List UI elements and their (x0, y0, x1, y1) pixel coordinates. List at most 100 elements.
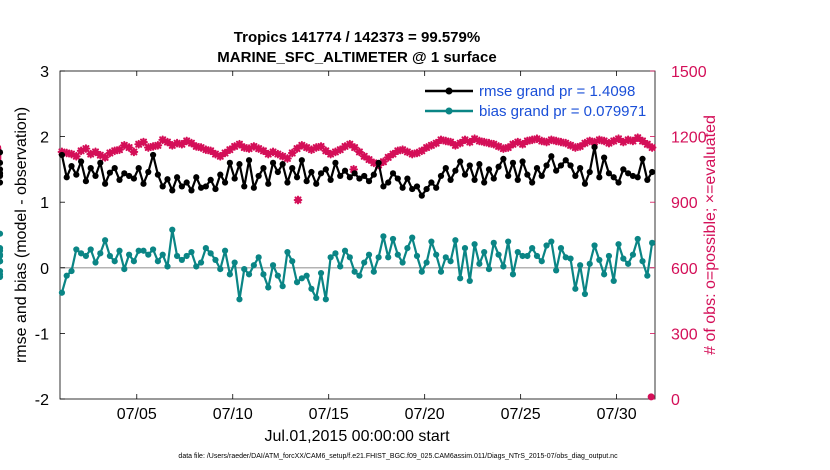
rmse-point (356, 175, 363, 182)
rmse-point (567, 162, 574, 169)
rmse-point (413, 183, 421, 190)
x-tick-label: 07/10 (213, 406, 253, 423)
footnote: data file: /Users/raeder/DAI/ATM_forcXX/… (178, 453, 618, 460)
rmse-point (202, 183, 209, 190)
bias-point (409, 234, 416, 241)
rmse-point (197, 184, 205, 191)
bias-point (346, 254, 353, 261)
obs-count-marker (81, 144, 91, 153)
rmse-point (649, 168, 656, 176)
rmse-point (409, 185, 416, 193)
rmse-point (332, 159, 339, 166)
rmse-point (437, 172, 445, 180)
rmse-point (0, 159, 4, 166)
obs-count-marker (359, 151, 369, 161)
rmse-point (125, 172, 133, 180)
bias-point (533, 252, 541, 260)
y2-tick-label: 600 (671, 261, 698, 278)
bias-point (0, 245, 4, 252)
obs-count-marker (139, 137, 148, 147)
bias-point (92, 259, 99, 266)
bias-point (169, 226, 176, 233)
bias-point (121, 266, 128, 273)
rmse-point (102, 180, 109, 187)
rmse-point (581, 180, 589, 187)
obs-count-series (0, 133, 657, 401)
bias-point (557, 245, 565, 252)
rmse-point (106, 169, 114, 176)
rmse-point (212, 185, 219, 193)
bias-point (164, 263, 171, 270)
bias-point (389, 235, 397, 243)
obs-count-marker (503, 143, 513, 152)
bias-point (385, 254, 392, 261)
rmse-point (63, 174, 70, 181)
bias-point (116, 247, 123, 254)
rmse-point (509, 159, 517, 166)
bias-point (634, 235, 641, 243)
rmse-point (461, 171, 469, 178)
rmse-point (365, 178, 373, 185)
bias-point (303, 272, 310, 279)
y-tick-label: 3 (40, 64, 49, 81)
rmse-point (433, 184, 440, 191)
bias-point (298, 275, 305, 282)
bias-point (130, 258, 137, 265)
rmse-point (140, 180, 147, 187)
bias-point (447, 258, 454, 265)
rmse-point (375, 159, 382, 166)
rmse-point (217, 171, 224, 178)
rmse-point (97, 159, 104, 166)
rmse-point (557, 162, 565, 169)
bias-point (0, 230, 4, 237)
bias-point (466, 277, 473, 285)
bias-point (154, 258, 161, 265)
bias-point (490, 239, 497, 246)
rmse-point (58, 151, 66, 159)
bias-point (553, 267, 560, 274)
rmse-point (596, 174, 603, 181)
bias-point (644, 272, 651, 279)
y-tick-label: 0 (40, 261, 49, 278)
bias-point (413, 252, 421, 260)
rmse-point (0, 179, 4, 186)
rmse-point (529, 179, 536, 186)
bias-point (202, 245, 209, 252)
legend: rmse grand pr = 1.4098 bias grand pr = 0… (425, 83, 646, 120)
rmse-point (313, 180, 320, 187)
obs-count-marker (153, 140, 163, 150)
rmse-point (188, 187, 195, 194)
bias-point (111, 258, 118, 265)
rmse-point (615, 179, 622, 186)
y-tick-label: -2 (35, 392, 49, 409)
bias-point (313, 294, 320, 302)
bias-point (567, 255, 574, 262)
bias-point (289, 258, 296, 265)
bias-point (495, 251, 502, 258)
rmse-point (284, 179, 291, 186)
bias-point (159, 251, 166, 258)
rmse-point (245, 157, 253, 164)
bias-point (433, 251, 440, 258)
rmse-point (68, 163, 75, 170)
obs-count-marker (283, 154, 292, 163)
bias-point (260, 271, 267, 278)
rmse-point (514, 176, 521, 183)
legend-marker-rmse (445, 87, 453, 95)
bias-point (562, 254, 569, 261)
bias-point (265, 284, 272, 291)
bias-point (529, 245, 536, 252)
rmse-point (121, 170, 128, 177)
bias-point (601, 271, 608, 278)
bias-point (505, 238, 512, 245)
rmse-point (447, 176, 454, 183)
rmse-point (111, 164, 118, 172)
bias-point (629, 251, 637, 258)
legend-label-bias: bias grand pr = 0.079971 (479, 103, 646, 120)
rmse-series (0, 143, 656, 199)
bias-point (437, 268, 445, 275)
bias-point (581, 290, 589, 298)
rmse-point (543, 162, 550, 169)
rmse-point (269, 159, 277, 166)
bias-point (351, 268, 358, 275)
